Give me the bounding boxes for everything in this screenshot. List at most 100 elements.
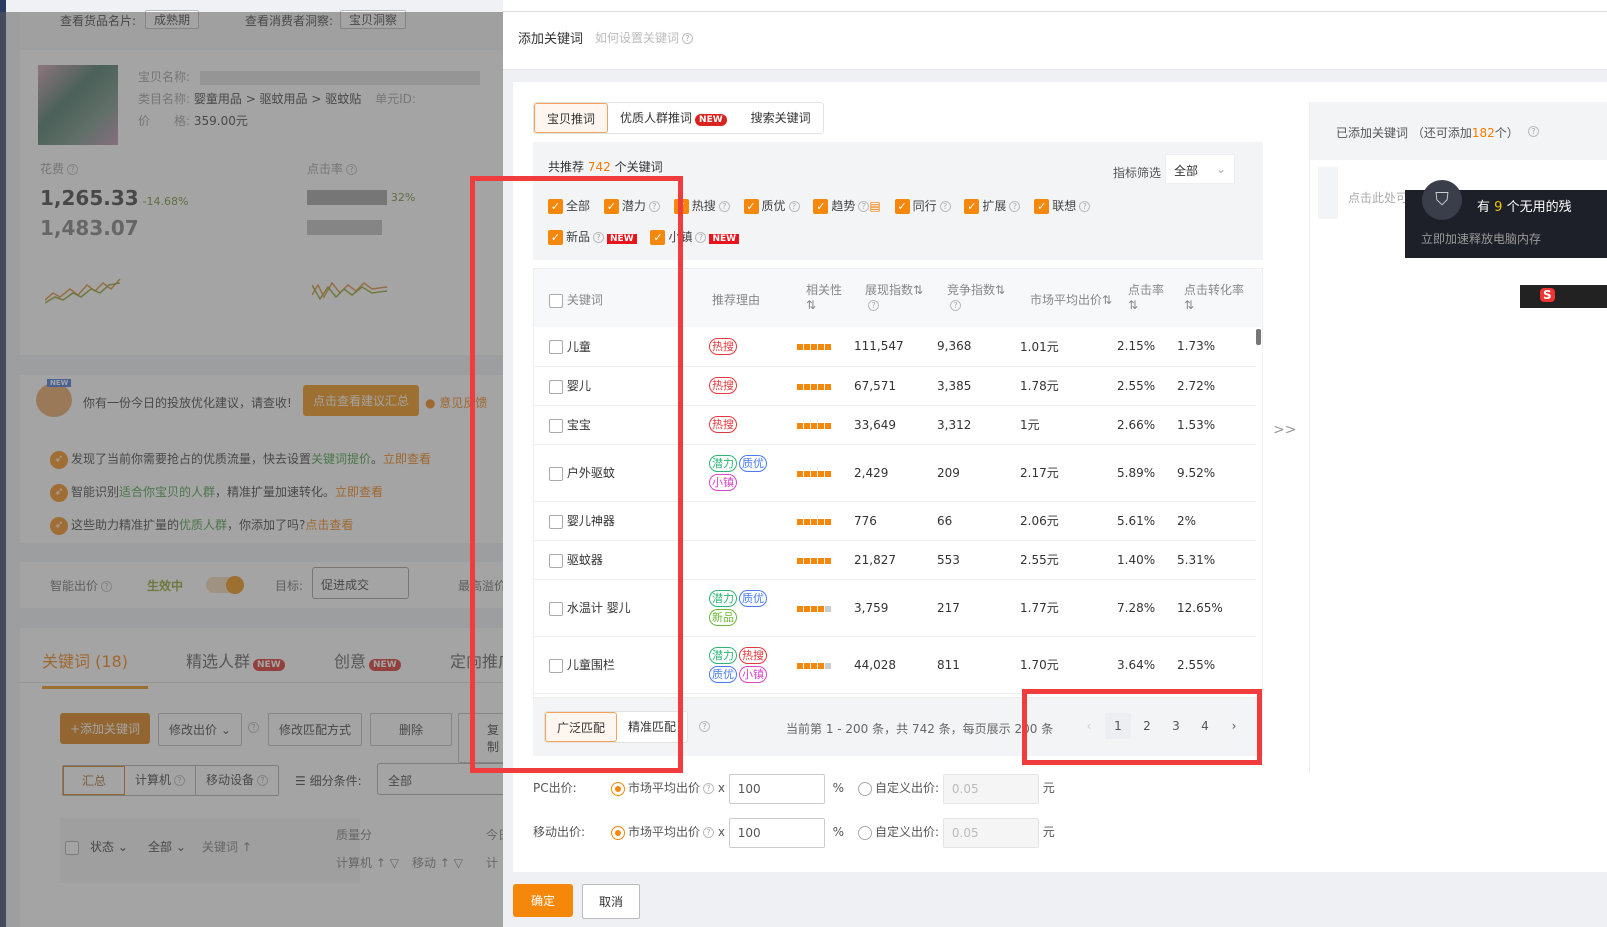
view-advice-button[interactable]: 点击查看建议汇总 (303, 385, 420, 416)
keyword-row[interactable]: 儿童围栏 潜力 热搜质优 小镇 44,028 811 1.70元 3.64% 2.5… (534, 636, 1256, 694)
filter-assoc-checkbox[interactable]: ✓ 联想? (1034, 197, 1091, 214)
filter-all-checkbox[interactable]: ✓ 全部 (548, 197, 590, 214)
feedback-link[interactable]: ● 意见反馈 (425, 396, 488, 410)
modify-match-button[interactable]: 修改匹配方式 (268, 713, 363, 746)
view-now-link[interactable]: 立即查看 (383, 452, 432, 466)
add-keyword-button[interactable]: +添加关键词 (60, 713, 151, 744)
avg-price: 1.70元 (1020, 636, 1117, 694)
keyword-row[interactable]: 水温计 婴儿 潜力 质优新品 3,759 217 1.77元 7.28% 12.6… (534, 579, 1256, 637)
keyword-sort[interactable]: 关键词 ↑ (202, 840, 252, 854)
mobile-market-radio[interactable] (611, 825, 625, 840)
tab-creative[interactable]: 创意 NEW (334, 648, 401, 672)
modify-bid-button[interactable]: 修改出价 ⌄ (158, 713, 242, 746)
delete-button[interactable]: 删除 (370, 713, 453, 746)
col-cvr-sort[interactable]: 点击转化率 ⇅ (1184, 283, 1245, 312)
col-keyword[interactable]: 关键词 (549, 291, 603, 308)
pc-custom-input[interactable]: 0.05 (942, 773, 1039, 804)
filter-trend-checkbox[interactable]: ✓ 趋势? ▤ (813, 197, 881, 214)
category-label: 类目名称: (138, 92, 191, 106)
page-3[interactable]: 3 (1172, 719, 1180, 733)
filter-potential-checkbox[interactable]: ✓ 潜力? (603, 197, 660, 214)
help-icon[interactable]: ? (67, 164, 79, 175)
all-filter[interactable]: 全部 ⌄ (148, 840, 186, 854)
tab-audience-recommend[interactable]: 优质人群推词 NEW (608, 103, 739, 133)
keyword-row[interactable]: 婴儿 热搜 67,571 3,385 1.78元 2.55% 2.72% (534, 366, 1256, 406)
segment-select[interactable]: 全部 (377, 763, 503, 795)
filter-hot-checkbox[interactable]: ✓ 热搜? (673, 197, 730, 214)
page-4[interactable]: 4 (1201, 719, 1209, 733)
filter-select[interactable]: 全部 ⌄ (1165, 154, 1235, 184)
keyword-checkbox[interactable] (549, 553, 563, 568)
table-scrollbar[interactable] (1256, 329, 1261, 345)
keyword-row[interactable]: 驱蚊器 21,827 553 2.55元 1.40% 5.31% (534, 540, 1256, 580)
broad-match-option[interactable]: 广泛匹配 (545, 712, 618, 742)
filter-town-checkbox[interactable]: ✓ 小镇? NEW (650, 228, 740, 245)
keyword-row[interactable]: 宝宝 热搜 33,649 3,312 1元 2.66% 1.53% (534, 405, 1256, 445)
cancel-button[interactable]: 取消 (582, 884, 641, 919)
help-icon[interactable]: ? (346, 164, 358, 175)
keyword-checkbox[interactable] (549, 601, 563, 616)
mobile-custom-radio[interactable] (858, 825, 873, 840)
col-ctr-sort[interactable]: 点击率 ⇅ (1128, 283, 1165, 312)
col-relevance-sort[interactable]: 相关性 ⇅ (806, 283, 843, 312)
help-icon[interactable]: ? (101, 581, 113, 592)
keyword-checkbox[interactable] (549, 514, 563, 529)
tab-item-recommend[interactable]: 宝贝推词 (534, 103, 609, 133)
smart-bid-toggle[interactable] (206, 576, 244, 594)
keyword-row[interactable]: 婴儿神器 776 66 2.06元 5.61% 2% (534, 501, 1256, 541)
col-impression-sort[interactable]: 展现指数⇅? (865, 283, 924, 311)
sogou-ime-icon[interactable]: S (1520, 285, 1607, 308)
page-1[interactable]: 1 (1105, 713, 1131, 739)
tab-keywords[interactable]: 关键词 (18) (42, 648, 148, 689)
view-now-link[interactable]: 立即查看 (335, 485, 384, 499)
mobile-percent-input[interactable]: 100 (728, 817, 825, 848)
pc-market-radio[interactable] (611, 781, 625, 796)
keyword-row[interactable]: 儿童 热搜 111,547 9,368 1.01元 2.15% 1.73% (534, 327, 1256, 367)
device-summary[interactable]: 汇总 (63, 766, 126, 795)
system-popup[interactable]: ⛉ 有 9 个无用的残 立即加速释放电脑内存 (1405, 180, 1607, 258)
filter-new-checkbox[interactable]: ✓ 新品? NEW (548, 228, 637, 245)
page-2[interactable]: 2 (1143, 719, 1151, 733)
quality-pc-sort[interactable]: 计算机 ↑ ▽ (336, 856, 399, 870)
device-mobile[interactable]: 移动设备? (196, 766, 278, 795)
keyword-checkbox[interactable] (549, 340, 563, 355)
tab-audience[interactable]: 精选人群 NEW (186, 648, 285, 672)
add-hint-text[interactable]: 点击此处可 (1348, 191, 1409, 205)
help-icon[interactable]: ? (248, 722, 259, 733)
confirm-button[interactable]: 确定 (513, 884, 574, 917)
pc-percent-input[interactable]: 100 (728, 773, 825, 804)
copy-button[interactable]: 复制 (458, 713, 503, 763)
add-keyword-modal: 添加关键词 如何设置关键词? 宝贝推词 优质人群推词 NEW 搜索关键词 共推荐 … (503, 12, 1607, 927)
prev-page-button[interactable]: ‹ (1086, 719, 1092, 733)
hot-tag: 热搜 (709, 416, 737, 433)
help-icon[interactable]: ? (699, 721, 710, 732)
quality-mobile-sort[interactable]: 移动 ↑ ▽ (412, 856, 463, 870)
keyword-checkbox[interactable] (549, 466, 563, 481)
keyword-checkbox[interactable] (549, 418, 563, 433)
device-pc[interactable]: 计算机? (125, 766, 197, 795)
filter-quality-checkbox[interactable]: ✓ 质优? (743, 197, 800, 214)
keyword-row[interactable]: 户外驱蚊 潜力 质优小镇 2,429 209 2.17元 5.89% 9.52% (534, 444, 1256, 502)
mobile-custom-input[interactable]: 0.05 (942, 817, 1039, 848)
col-competition-sort[interactable]: 竞争指数⇅? (947, 283, 1006, 311)
tab-targeting[interactable]: 定向推广 (450, 652, 503, 671)
exact-match-option[interactable]: 精准匹配 (628, 720, 677, 734)
goods-card-button[interactable]: 成熟期 (145, 10, 200, 29)
how-to-link[interactable]: 如何设置关键词? (595, 29, 694, 46)
status-filter[interactable]: 状态 ⌄ (90, 840, 128, 854)
goal-select[interactable]: 促进成交 (312, 567, 409, 599)
next-page-button[interactable]: › (1231, 719, 1237, 733)
filter-peer-checkbox[interactable]: ✓ 同行? (894, 197, 951, 214)
keyword-checkbox[interactable] (549, 379, 563, 394)
help-icon[interactable]: ? (1528, 126, 1539, 137)
consumer-button[interactable]: 宝贝洞察 (340, 10, 407, 29)
select-all-checkbox[interactable] (65, 841, 79, 855)
select-all-keywords-checkbox[interactable] (549, 293, 563, 308)
pc-custom-radio[interactable] (858, 781, 873, 796)
view-now-link[interactable]: 点击查看 (305, 518, 354, 532)
col-avg-price-sort[interactable]: 市场平均出价⇅ (1030, 293, 1113, 307)
tab-search-keywords[interactable]: 搜索关键词 (750, 111, 811, 125)
filter-expand-checkbox[interactable]: ✓ 扩展? (964, 197, 1021, 214)
move-right-button[interactable]: >> (1273, 422, 1297, 438)
keyword-checkbox[interactable] (549, 658, 563, 673)
